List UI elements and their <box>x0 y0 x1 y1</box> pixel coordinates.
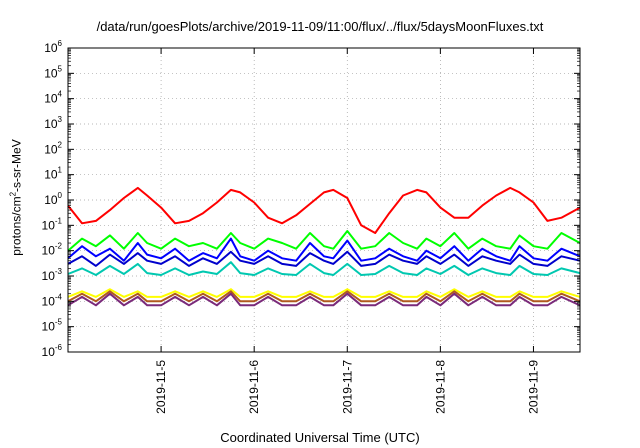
y-tick-label-base: 10 <box>42 218 56 232</box>
y-tick-label-exponent: 0 <box>58 191 63 200</box>
x-tick-label: 2019-11-7 <box>340 360 354 414</box>
y-tick-label: 103 <box>44 115 62 131</box>
y-tick-label: 10-4 <box>42 292 63 308</box>
y-tick-label-base: 10 <box>42 294 56 308</box>
series-line <box>67 288 581 298</box>
grid <box>68 47 580 353</box>
y-tick-label-exponent: -2 <box>55 242 63 251</box>
y-tick-label-exponent: -6 <box>55 343 63 352</box>
y-tick-label: 10-5 <box>42 318 63 334</box>
y-tick-label-exponent: 2 <box>58 140 63 149</box>
series-line <box>67 186 581 234</box>
y-tick-label: 10-6 <box>42 343 63 359</box>
y-tick-label-exponent: -3 <box>55 267 63 276</box>
y-tick-label-base: 10 <box>42 244 56 258</box>
y-tick-label: 106 <box>44 39 62 55</box>
series-group <box>67 186 581 307</box>
series-line <box>67 292 581 307</box>
y-axis-label-tail: -s-sr-MeV <box>9 139 24 192</box>
y-tick-label-base: 10 <box>44 193 58 207</box>
series-line <box>67 237 581 262</box>
series-line <box>67 290 581 303</box>
y-tick-label-exponent: 4 <box>58 90 63 99</box>
y-tick-label-exponent: -5 <box>55 318 63 327</box>
y-tick-label: 10-2 <box>42 242 63 258</box>
y-tick-label-exponent: -4 <box>55 292 63 301</box>
y-axis-label: protons/cm2-s-sr-MeV <box>9 98 24 298</box>
x-tick-label: 2019-11-6 <box>247 360 261 414</box>
y-axis-label-sup: 2 <box>8 191 18 197</box>
y-tick-label-base: 10 <box>44 117 58 131</box>
y-tick-label-base: 10 <box>44 66 58 80</box>
x-axis-label: Coordinated Universal Time (UTC) <box>220 430 420 445</box>
y-tick-label: 102 <box>44 140 62 156</box>
y-tick-label-base: 10 <box>42 345 56 359</box>
y-tick-label-base: 10 <box>44 92 58 106</box>
y-tick-label: 10-1 <box>42 216 63 232</box>
series-line <box>67 250 581 267</box>
y-tick-label: 104 <box>44 90 62 106</box>
series-line <box>67 230 581 252</box>
y-tick-label: 105 <box>44 64 62 80</box>
y-tick-label-exponent: -1 <box>55 216 63 225</box>
y-tick-label-exponent: 5 <box>58 64 63 73</box>
x-tick-label: 2019-11-8 <box>433 360 447 414</box>
x-tick-label: 2019-11-5 <box>154 360 168 414</box>
y-tick-label-base: 10 <box>42 269 56 283</box>
y-tick-label-exponent: 1 <box>58 166 63 175</box>
y-tick-label-exponent: 3 <box>58 115 63 124</box>
y-tick-label: 100 <box>44 191 62 207</box>
x-tick-label: 2019-11-9 <box>526 360 540 414</box>
y-tick-label-exponent: 6 <box>58 39 63 48</box>
chart-title: /data/run/goesPlots/archive/2019-11-09/1… <box>96 19 544 34</box>
y-tick-label: 101 <box>44 166 62 182</box>
y-axis-label-main: protons/cm <box>9 196 24 256</box>
y-tick-label-base: 10 <box>42 320 56 334</box>
y-tick-label: 10-3 <box>42 267 63 283</box>
series-line <box>67 261 581 276</box>
y-tick-label-base: 10 <box>44 168 58 182</box>
ticks: 10-610-510-410-310-210-11001011021031041… <box>42 39 580 414</box>
y-tick-label-base: 10 <box>44 41 58 55</box>
y-tick-label-base: 10 <box>44 142 58 156</box>
